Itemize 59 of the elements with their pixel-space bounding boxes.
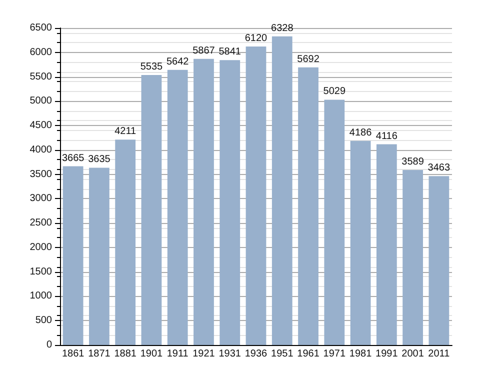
bar [246,46,266,345]
bar [141,75,162,345]
bar [298,67,318,345]
bar [402,170,423,345]
bar [428,176,450,345]
bar [272,36,292,345]
data-label: 5692 [297,54,320,65]
x-tick-label: 1981 [349,348,372,360]
x-tick-label: 1991 [376,348,398,360]
bar [89,168,110,345]
y-tick-label: 3500 [30,168,52,180]
data-label: 3463 [428,162,450,174]
y-tick-label: 4000 [30,144,52,156]
x-tick-label: 1951 [271,348,294,360]
x-tick-label: 1921 [192,348,216,360]
x-tick-label: 2011 [428,348,450,360]
y-tick-label: 5000 [30,96,52,107]
bar [62,166,84,345]
x-tick-label: 1861 [62,348,85,360]
x-tick-label: 1871 [88,348,111,360]
data-label: 3635 [88,154,111,166]
x-tick-label: 1931 [218,348,242,360]
y-tick-label: 2000 [30,242,52,253]
data-label: 3589 [402,156,424,168]
data-label: 5841 [218,46,242,58]
bar [376,144,397,345]
x-tick-label: 1911 [166,348,189,360]
data-label: 6120 [244,33,268,44]
y-tick-label: 6500 [30,22,52,34]
data-label: 4211 [114,126,137,138]
y-tick-label: 4500 [30,120,52,132]
data-label: 5867 [192,45,216,56]
x-tick-label: 2001 [402,348,424,360]
y-tick-label: 500 [35,315,52,326]
x-tick-label: 1961 [297,348,320,360]
data-label: 6328 [271,22,294,34]
y-tick-label: 1500 [30,266,52,278]
x-tick-label: 1936 [244,348,268,360]
y-tick-label: 6000 [30,46,52,58]
y-tick-label: 0 [46,340,52,350]
bar [350,140,371,345]
x-tick-label: 1881 [114,348,137,360]
data-label: 4116 [376,130,398,142]
data-label: 3665 [62,152,85,164]
bar [324,100,345,345]
y-tick-label: 1000 [30,290,52,302]
y-tick-label: 3000 [30,193,52,204]
data-label: 5029 [323,86,346,98]
x-tick-label: 1971 [323,348,346,360]
data-label: 4186 [349,127,372,138]
y-tick-label: 5500 [30,71,52,82]
bar [115,140,136,345]
bar [167,70,188,345]
data-label: 5535 [140,62,164,73]
x-tick-label: 1901 [140,348,164,360]
y-tick-label: 2500 [30,218,52,229]
bar [194,58,214,345]
bar [220,60,240,345]
data-label: 5642 [166,56,190,68]
